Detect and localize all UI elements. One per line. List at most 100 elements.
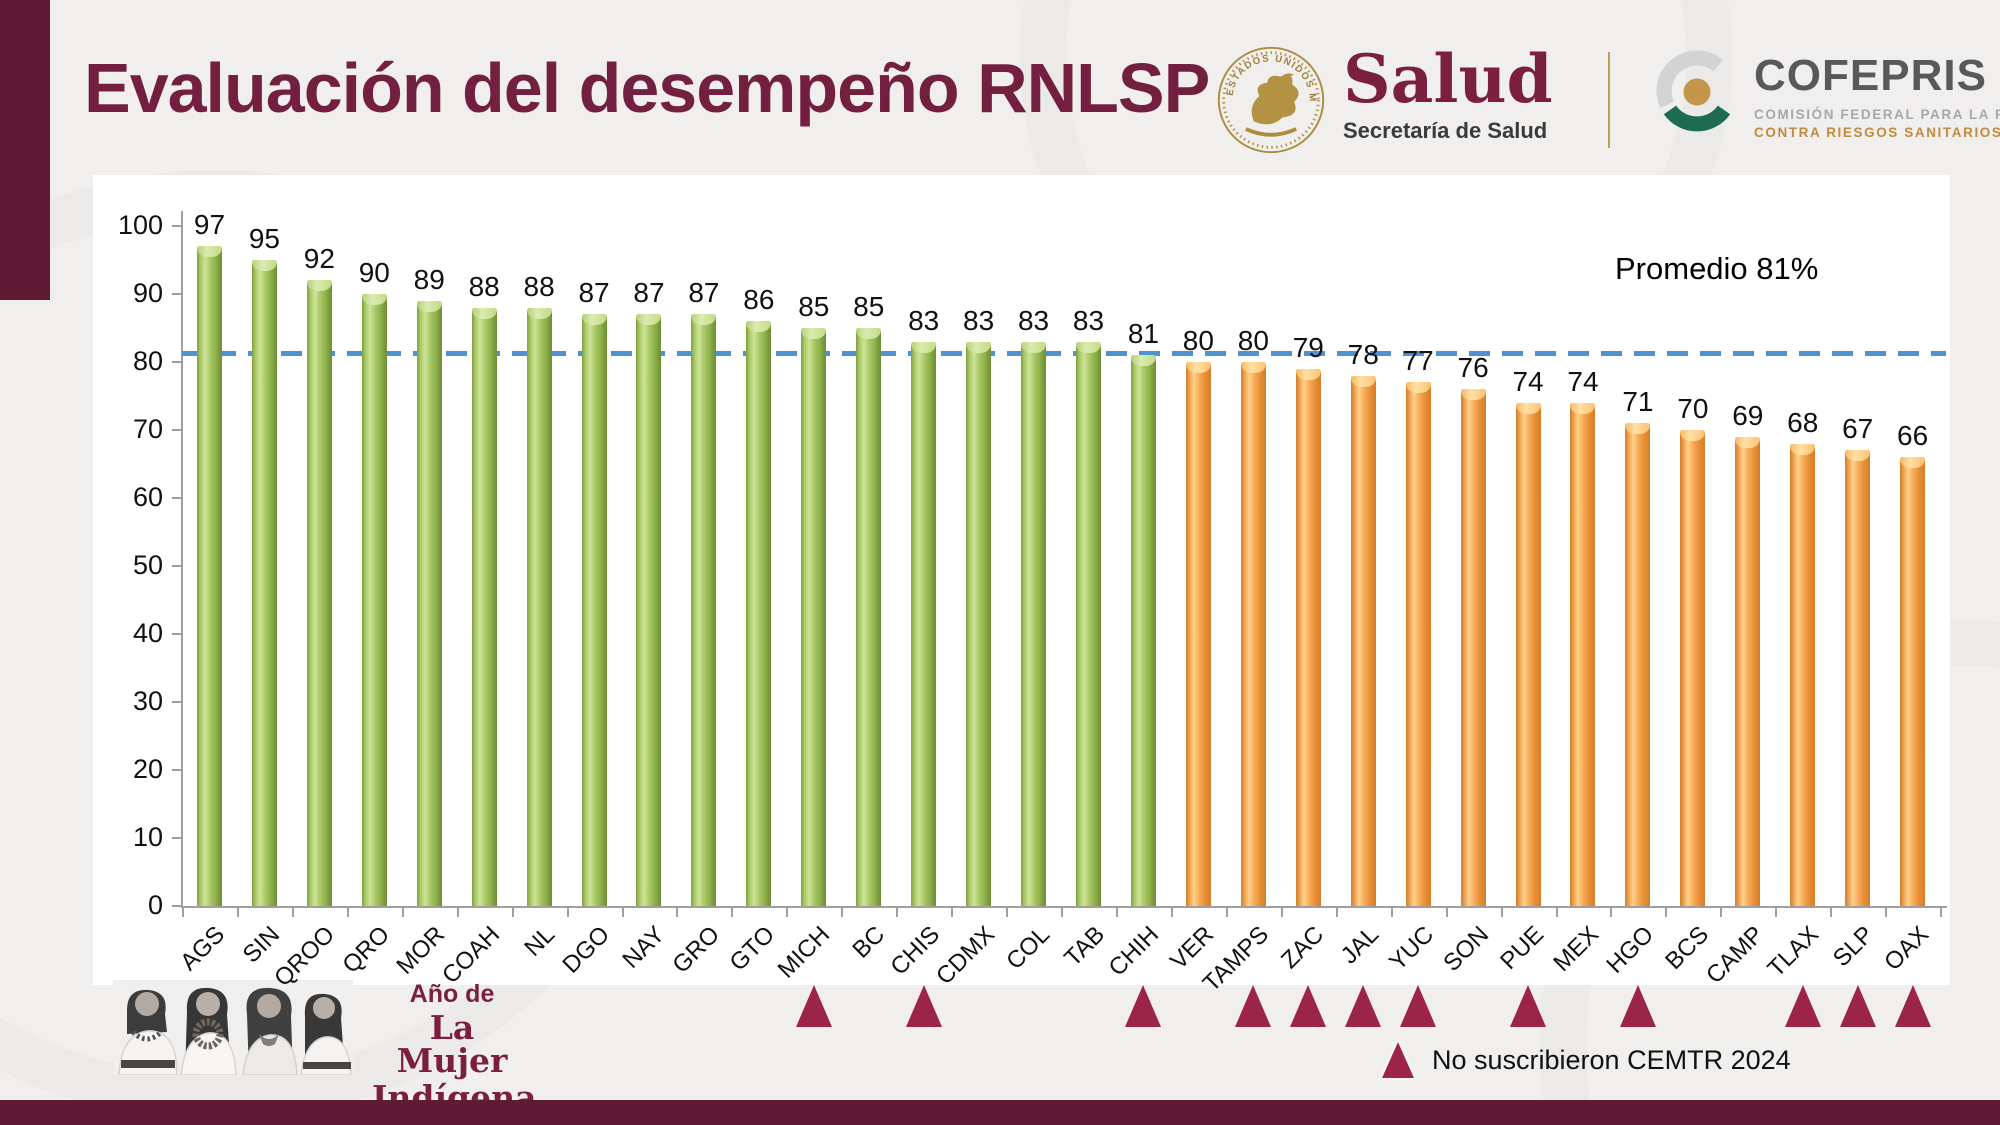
x-axis-line xyxy=(181,906,1947,908)
no-cemtr-triangle-PUE xyxy=(1510,985,1547,1027)
bar-MEX xyxy=(1570,402,1596,906)
logo-divider xyxy=(1608,52,1610,148)
x-axis-label-CAMP: CAMP xyxy=(1700,921,1769,990)
bar-BC xyxy=(856,328,882,906)
x-axis-tick xyxy=(456,908,459,917)
x-axis-label-TLAX: TLAX xyxy=(1762,921,1824,983)
x-axis-label-COL: COL xyxy=(1000,921,1055,975)
value-label-ZAC: 79 xyxy=(1292,331,1324,363)
value-label-SLP: 67 xyxy=(1842,413,1874,445)
bar-TAMPS xyxy=(1240,362,1266,906)
x-axis-label-MEX: MEX xyxy=(1548,921,1605,977)
value-label-GRO: 87 xyxy=(688,277,720,309)
x-axis-tick xyxy=(786,908,789,917)
mexico-eagle-seal-icon: ESTADOS UNIDOS MEXICANOS xyxy=(1213,40,1325,154)
x-axis-tick xyxy=(1940,908,1943,917)
bar-MOR xyxy=(416,300,442,906)
y-axis-label-100: 100 xyxy=(117,210,163,240)
bar-PUE xyxy=(1515,402,1541,906)
x-axis-label-YUC: YUC xyxy=(1384,921,1440,976)
bar-JAL xyxy=(1350,375,1376,906)
value-label-SON: 76 xyxy=(1457,352,1489,384)
bar-TAB xyxy=(1076,341,1101,906)
cofepris-logo: COFEPRIS COMISIÓN FEDERAL PARA LA PROTEC… xyxy=(1652,46,2000,140)
bar-HGO xyxy=(1625,423,1651,906)
x-axis-label-SLP: SLP xyxy=(1827,921,1879,973)
bar-DGO xyxy=(581,314,607,906)
x-axis-tick xyxy=(1610,908,1613,917)
value-label-GTO: 86 xyxy=(743,284,775,316)
no-cemtr-triangle-HGO xyxy=(1619,985,1656,1027)
campaign-line-2: La Mujer xyxy=(396,1008,508,1080)
x-axis-tick xyxy=(1170,908,1173,917)
average-label: Promedio 81% xyxy=(1615,251,1819,286)
x-axis-tick xyxy=(1555,908,1558,917)
x-axis-tick xyxy=(731,908,734,917)
value-label-TLAX: 68 xyxy=(1787,406,1819,438)
bar-OAX xyxy=(1900,457,1926,906)
x-axis-tick xyxy=(896,908,899,917)
no-cemtr-triangle-CHIH xyxy=(1125,985,1162,1027)
x-axis-label-ZAC: ZAC xyxy=(1276,921,1330,975)
x-axis-tick xyxy=(1885,908,1888,917)
value-label-BC: 85 xyxy=(853,291,885,322)
cofepris-name: COFEPRIS xyxy=(1754,51,1987,100)
x-axis-tick xyxy=(951,908,954,917)
x-axis-label-BC: BC xyxy=(847,921,890,964)
y-axis-tick-90 xyxy=(172,293,182,295)
no-cemtr-triangle-SLP xyxy=(1839,985,1876,1027)
x-axis-label-QRO: QRO xyxy=(337,921,396,979)
y-axis-tick-30 xyxy=(172,701,182,703)
x-axis-label-NAY: NAY xyxy=(617,921,671,974)
bar-YUC xyxy=(1405,382,1431,906)
y-axis-tick-40 xyxy=(172,633,182,635)
y-axis-tick-60 xyxy=(172,497,182,499)
x-axis-tick xyxy=(236,908,239,917)
value-label-NAY: 87 xyxy=(633,277,665,309)
bar-COAH xyxy=(471,307,497,906)
y-axis-label-80: 80 xyxy=(132,346,163,376)
y-axis-tick-50 xyxy=(172,565,182,567)
triangle-marker-icon xyxy=(1382,1042,1414,1078)
bar-AGS xyxy=(196,246,222,906)
bar-SON xyxy=(1460,389,1486,906)
value-label-CHIH: 81 xyxy=(1127,318,1160,350)
x-axis-tick xyxy=(1665,908,1668,917)
bar-QRO xyxy=(361,294,387,906)
value-label-OAX: 66 xyxy=(1897,420,1929,452)
x-axis-tick xyxy=(1390,908,1393,917)
y-axis-tick-70 xyxy=(172,429,182,431)
bar-SIN xyxy=(251,260,277,906)
no-cemtr-triangle-TLAX xyxy=(1784,985,1821,1027)
y-axis-label-30: 30 xyxy=(132,686,163,716)
bar-TLAX xyxy=(1790,443,1816,906)
value-label-COAH: 88 xyxy=(468,270,500,302)
value-label-CDMX: 83 xyxy=(963,304,995,336)
bar-CDMX xyxy=(966,341,992,906)
y-axis-label-70: 70 xyxy=(132,414,163,444)
x-axis-tick xyxy=(511,908,514,917)
x-axis-tick xyxy=(1061,908,1064,917)
x-axis-tick xyxy=(1115,908,1118,917)
y-axis-label-50: 50 xyxy=(132,550,163,580)
value-label-CHIS: 83 xyxy=(908,304,940,336)
x-axis-label-NL: NL xyxy=(519,921,561,962)
x-axis-label-DGO: DGO xyxy=(557,921,616,979)
x-axis-tick xyxy=(621,908,624,917)
x-axis-tick xyxy=(1500,908,1503,917)
campaign-text: Año de La Mujer Indígena xyxy=(372,980,536,1115)
x-axis-tick xyxy=(182,908,184,917)
bar-MICH xyxy=(801,328,827,906)
x-axis-tick xyxy=(676,908,679,917)
campaign-line-1: Año de xyxy=(409,980,495,1008)
value-label-PUE: 74 xyxy=(1512,365,1544,397)
bottom-accent-band xyxy=(0,1100,2000,1125)
value-label-QRO: 90 xyxy=(358,257,390,288)
page-title: Evaluación del desempeño RNLSP xyxy=(84,49,1210,127)
value-label-NL: 88 xyxy=(523,270,555,302)
y-axis-tick-10 xyxy=(172,837,182,839)
y-axis-label-60: 60 xyxy=(132,482,163,512)
value-label-AGS: 97 xyxy=(193,209,226,241)
y-axis-line xyxy=(181,211,183,908)
